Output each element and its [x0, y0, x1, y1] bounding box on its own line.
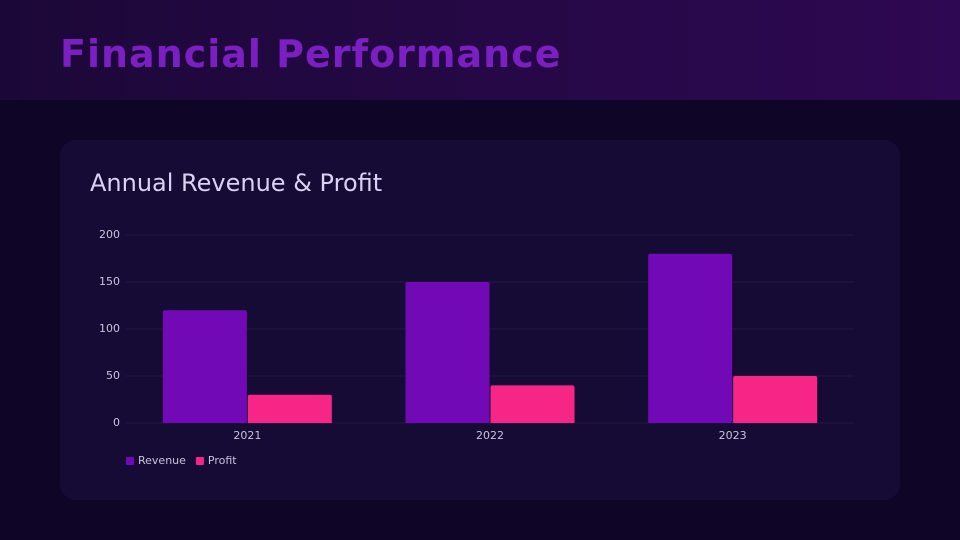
y-tick-label: 0 — [113, 416, 120, 429]
bar — [247, 394, 332, 423]
x-tick-label: 2022 — [476, 429, 504, 442]
y-tick-label: 150 — [99, 275, 120, 288]
bar — [490, 385, 575, 423]
legend-label: Profit — [208, 454, 237, 467]
header: Financial Performance — [0, 0, 960, 100]
legend-label: Revenue — [138, 454, 186, 467]
chart-title: Annual Revenue & Profit — [90, 169, 382, 197]
x-tick-label: 2021 — [233, 429, 261, 442]
bar — [162, 310, 247, 423]
legend-swatch — [126, 457, 134, 465]
legend-swatch — [195, 457, 204, 465]
x-tick-label: 2023 — [719, 429, 747, 442]
bar — [648, 253, 733, 423]
y-tick-label: 100 — [99, 322, 120, 335]
bar — [733, 376, 818, 423]
bar — [405, 282, 490, 423]
page-title: Financial Performance — [60, 32, 562, 76]
y-tick-label: 200 — [99, 228, 120, 241]
y-tick-label: 50 — [106, 369, 120, 382]
